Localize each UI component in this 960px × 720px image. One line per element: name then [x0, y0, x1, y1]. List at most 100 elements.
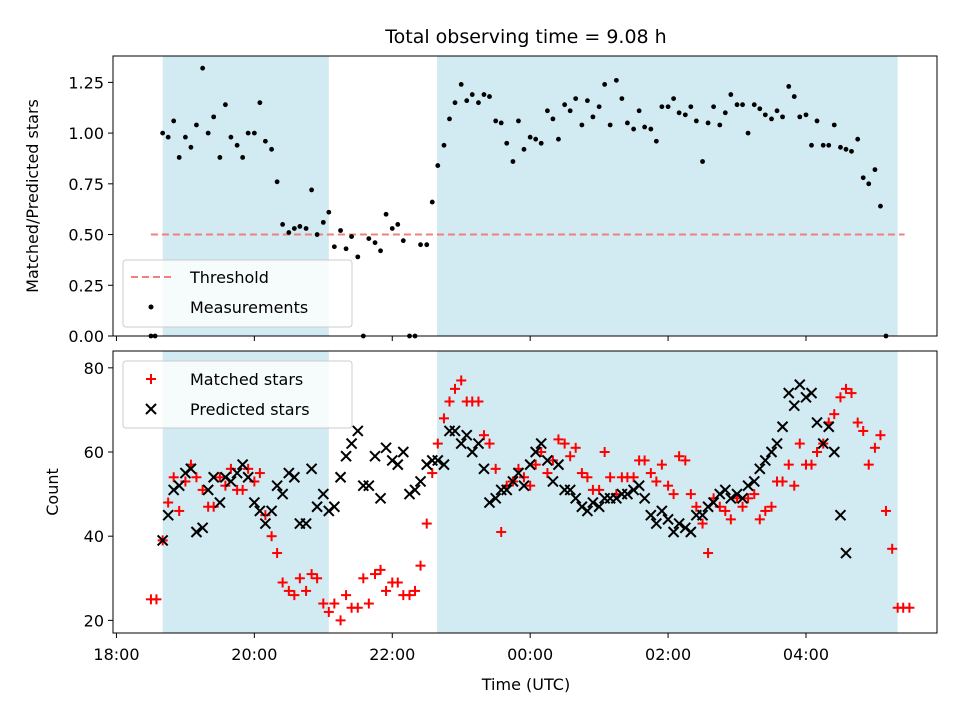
measurement-point: [722, 110, 728, 116]
matched-star-point: [289, 590, 300, 601]
measurement-point: [378, 248, 383, 254]
measurement-point: [803, 112, 809, 118]
measurement-point: [487, 94, 492, 99]
y-tick-label: 20: [84, 611, 104, 630]
measurement-point: [326, 209, 332, 215]
predicted-star-point: [547, 475, 559, 488]
measurement-point: [590, 114, 596, 120]
measurement-point: [711, 104, 716, 110]
measurement-point: [286, 230, 292, 235]
measurement-point: [274, 179, 280, 185]
measurement-point: [234, 142, 240, 148]
measurement-point: [780, 114, 785, 120]
predicted-star-point: [817, 437, 829, 450]
measurement-point: [194, 122, 199, 128]
measurement-point: [309, 187, 314, 193]
measurement-point: [642, 124, 648, 130]
measurement-point: [469, 92, 475, 97]
matched-star-point: [478, 430, 489, 441]
matched-star-point: [301, 585, 312, 596]
matched-star-point: [754, 514, 765, 525]
measurement-point: [774, 108, 780, 114]
predicted-star-point: [196, 522, 209, 534]
predicted-star-point: [248, 496, 261, 509]
measurement-point: [700, 159, 705, 164]
predicted-star-point: [311, 501, 323, 513]
matched-star-point: [725, 514, 736, 525]
predicted-star-point: [328, 501, 341, 513]
measurement-point: [504, 140, 510, 146]
matched-star-point: [375, 564, 386, 575]
measurement-point: [573, 96, 579, 102]
matched-star-point: [863, 459, 874, 470]
x-tick-label: 18:00: [93, 645, 139, 664]
predicted-star-point: [719, 484, 732, 496]
legend-predicted-swatch: [145, 403, 157, 415]
measurement-point: [441, 142, 447, 148]
matched-star-point: [363, 598, 374, 609]
matched-star-point: [685, 489, 696, 500]
matched-star-point: [444, 396, 455, 407]
matched-star-point: [582, 472, 593, 483]
measurement-point: [826, 142, 832, 148]
matched-star-point: [197, 484, 208, 495]
x-tick-label: 04:00: [783, 645, 829, 664]
matched-star-point: [553, 434, 564, 445]
measurement-point: [165, 134, 171, 140]
measurement-point: [176, 155, 182, 160]
predicted-star-point: [840, 547, 852, 559]
matched-star-point: [415, 560, 426, 571]
predicted-star-point: [707, 496, 720, 509]
predicted-star-point: [754, 463, 766, 475]
matched-star-point: [628, 472, 639, 483]
measurement-point: [849, 148, 854, 154]
measurement-point: [205, 130, 211, 136]
measurement-point: [291, 226, 297, 231]
predicted-star-point: [236, 458, 249, 471]
measurement-point: [757, 106, 763, 112]
matched-star-point: [323, 606, 334, 617]
predicted-star-point: [489, 492, 502, 505]
measurement-point: [160, 130, 166, 136]
measurement-point: [372, 240, 378, 246]
measurement-point: [435, 163, 441, 168]
matched-star-point: [272, 548, 283, 559]
predicted-star-point: [461, 429, 473, 441]
matched-star-point: [645, 468, 656, 479]
measurement-point: [860, 175, 866, 181]
predicted-star-point: [455, 437, 467, 450]
measurement-point: [769, 116, 774, 122]
measurement-point: [314, 232, 320, 237]
ratio-panel: 0.00 0.25 0.50 0.75 1.00 1.25 Matched/Predict…: [23, 55, 938, 346]
legend-threshold-label: Threshold: [189, 268, 269, 287]
matched-star-point: [789, 480, 800, 491]
predicted-star-point: [483, 496, 496, 509]
matched-star-point: [720, 505, 731, 516]
predicted-star-point: [834, 509, 847, 521]
measurement-point: [843, 146, 849, 152]
measurement-point: [418, 242, 423, 248]
y-tick-label: 0.50: [68, 226, 104, 245]
measurement-point: [343, 246, 349, 252]
measurement-point: [516, 118, 521, 124]
y-tick-label: 60: [84, 443, 104, 462]
predicted-star-point: [449, 425, 461, 437]
matched-star-point: [329, 598, 340, 609]
matched-star-point: [599, 447, 610, 458]
predicted-star-point: [656, 505, 668, 517]
predicted-star-point: [765, 446, 778, 458]
matched-star-point: [191, 472, 202, 483]
predicted-star-point: [638, 492, 651, 505]
measurement-point: [447, 116, 452, 122]
matched-star-point: [370, 569, 381, 580]
measurement-point: [734, 102, 740, 108]
matched-star-point: [530, 459, 541, 470]
matched-star-point: [605, 472, 616, 483]
legend-matched-swatch: [146, 374, 156, 384]
measurement-point: [355, 254, 361, 260]
predicted-star-point: [190, 526, 203, 538]
predicted-star-point: [271, 479, 283, 492]
measurement-point: [510, 159, 516, 164]
predicted-star-point: [478, 463, 490, 475]
